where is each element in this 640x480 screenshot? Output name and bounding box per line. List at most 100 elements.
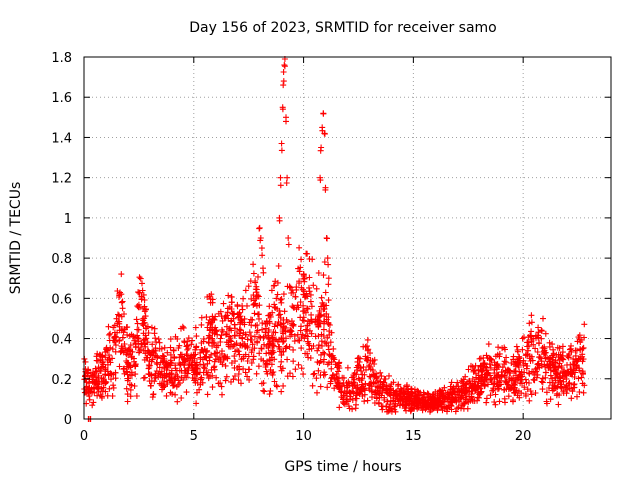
data-point [486,361,493,368]
data-point [512,382,518,388]
data-point [542,374,549,381]
data-point [326,322,333,328]
data-point [392,401,398,407]
data-point [127,342,134,349]
data-point [128,382,135,389]
data-point [508,385,515,392]
data-point [331,356,338,363]
data-point [255,273,261,280]
data-point [251,297,257,304]
data-point [396,395,403,401]
data-point [425,402,431,409]
data-point [505,386,512,393]
data-point [125,346,132,353]
data-point [331,385,338,392]
data-point [320,326,327,333]
data-point [285,235,292,241]
data-point [278,140,285,147]
data-point [120,366,127,373]
data-point [132,361,139,367]
data-point [236,332,243,339]
data-point [267,387,274,394]
data-point [482,363,489,370]
data-point [549,382,556,388]
data-point [140,347,147,354]
data-point [204,371,211,378]
data-point [197,369,203,376]
data-point [333,374,340,380]
data-point [95,383,102,390]
data-point [198,321,205,328]
data-point [211,363,218,370]
data-point [136,274,143,281]
data-point [218,313,225,320]
data-point [219,328,226,335]
data-point [174,398,181,405]
data-point [484,369,491,376]
data-point [377,379,384,385]
data-point [110,384,117,391]
data-point [345,403,352,410]
data-point [316,320,323,327]
data-point [493,366,500,373]
data-point [353,395,360,402]
data-point [510,398,516,405]
data-point [211,350,218,357]
data-point [210,315,217,322]
data-point [554,344,561,351]
data-point [286,343,293,350]
data-point [240,295,247,302]
data-point [274,383,280,390]
data-point [114,329,121,336]
data-point [127,386,134,393]
data-point [263,358,270,365]
data-point [259,252,266,259]
data-point [321,356,327,363]
data-point [259,320,266,327]
data-point [184,352,191,359]
data-point [560,388,567,395]
data-point [463,396,470,403]
data-point [492,391,499,398]
data-point [180,325,187,331]
data-point [112,375,119,382]
data-point [280,82,287,89]
data-point [308,311,315,318]
data-point [476,390,483,397]
data-point [133,316,140,323]
data-point [119,298,126,305]
data-point [151,330,158,337]
data-point [228,338,235,345]
data-point [395,398,402,405]
data-point [129,348,136,355]
data-point [402,401,409,408]
data-point [106,385,113,392]
data-point [277,182,284,189]
data-point [105,323,112,330]
data-point [422,403,428,410]
data-point [167,389,174,396]
data-point [151,372,158,379]
data-point [222,362,229,369]
data-point [160,384,167,391]
data-point [534,371,541,378]
data-point [141,303,148,310]
data-point [186,361,193,368]
data-points [81,56,588,422]
data-point [252,300,259,307]
data-point [325,297,332,304]
data-point [330,345,337,352]
data-point [271,301,278,308]
data-point [580,344,587,351]
data-point [97,352,104,359]
data-point [236,326,243,333]
data-point [469,398,476,404]
data-point [526,397,533,404]
data-point [182,358,189,365]
data-point [481,383,488,390]
data-point [278,349,285,355]
data-point [367,374,374,380]
data-point [278,335,285,342]
data-point [118,271,125,278]
data-point [528,391,535,398]
